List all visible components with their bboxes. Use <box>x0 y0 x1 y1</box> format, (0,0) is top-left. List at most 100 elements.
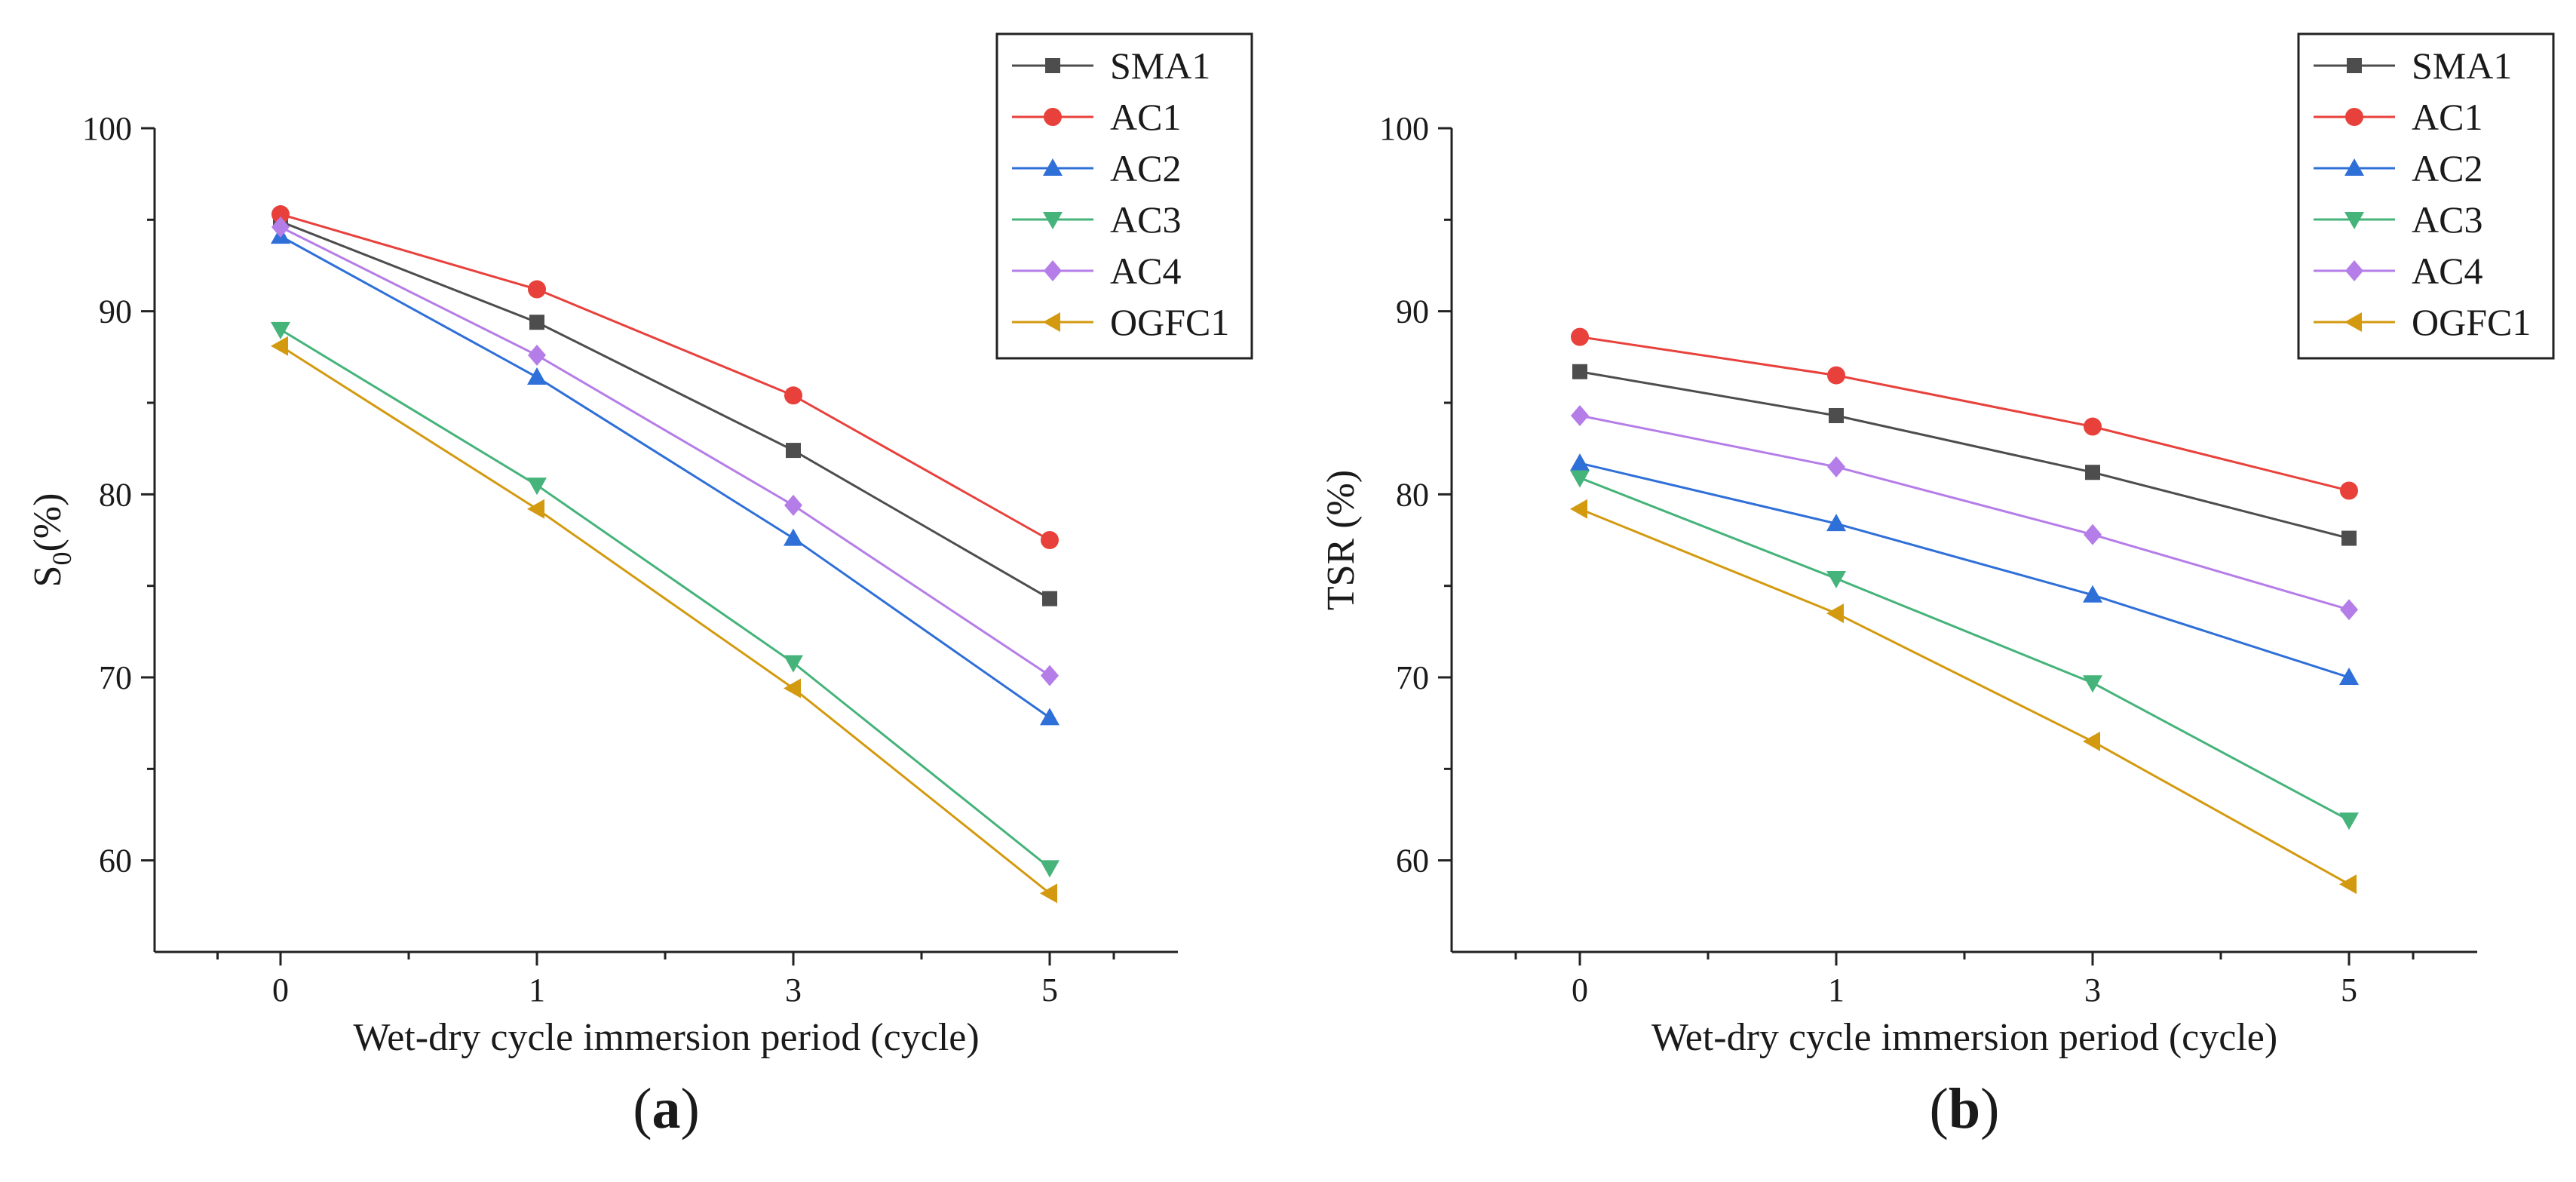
data-point-ogfc1 <box>2339 874 2357 895</box>
data-point-ac3 <box>1570 470 1590 488</box>
data-point-ac3 <box>2083 675 2102 693</box>
legend-marker-ac3 <box>2344 212 2364 229</box>
data-point-ac1 <box>528 280 546 299</box>
legend-label-ac4: AC4 <box>2412 250 2482 292</box>
series-line-ac2 <box>280 235 1050 719</box>
legend-marker-sma1 <box>1045 58 1060 73</box>
legend-label-ac3: AC3 <box>1110 198 1181 241</box>
data-point-ac1 <box>271 205 290 224</box>
series-line-ac4 <box>280 226 1050 677</box>
legend-label-ac3: AC3 <box>2412 198 2482 241</box>
chart-panel-b: 60 70 80 90 100 0 1 3 5 Wet-dry cycle immersion p… <box>1320 32 2555 1141</box>
data-point-ac4 <box>271 216 290 238</box>
data-point-ac2 <box>1040 708 1060 726</box>
data-point-ogfc1 <box>271 336 288 356</box>
legend-marker-ogfc1 <box>1043 312 1060 332</box>
data-point-ac3 <box>1826 570 1846 588</box>
data-point-ogfc1 <box>527 499 544 519</box>
x-tick-label: 3 <box>2084 972 2101 1009</box>
legend-marker-ogfc1 <box>2344 312 2362 332</box>
data-point-ac3 <box>527 477 547 496</box>
data-point-ac4 <box>1041 665 1059 686</box>
y-tick-label: 70 <box>1396 659 1429 696</box>
data-point-ac2 <box>1826 514 1846 532</box>
y-tick-label: 70 <box>99 659 132 696</box>
data-point-ac4 <box>2084 523 2102 545</box>
data-point-ac1 <box>784 386 802 405</box>
series-line-ac3 <box>280 328 1050 869</box>
legend-marker-ac1 <box>2345 108 2363 126</box>
x-axis-title: Wet-dry cycle immersion period (cycle) <box>1651 1016 2277 1059</box>
x-tick-label: 5 <box>1041 972 1058 1009</box>
y-tick-label: 90 <box>99 293 132 330</box>
y-axis-title: S0(%) <box>26 493 77 588</box>
data-point-ac4 <box>1827 456 1845 477</box>
series-line-ac3 <box>1579 477 2350 821</box>
y-tick-label: 60 <box>1396 843 1429 880</box>
legend-label-ac2: AC2 <box>2412 147 2482 189</box>
legend-box <box>2297 32 2555 360</box>
panel-label: (b) <box>1930 1077 2000 1141</box>
legend-marker-sma1 <box>2347 58 2362 73</box>
data-point-sma1 <box>1042 591 1057 606</box>
legend-label-ac2: AC2 <box>1110 147 1181 189</box>
y-axis-title: TSR (%) <box>1320 470 1363 610</box>
series-line-ac4 <box>1579 414 2350 611</box>
series-line-sma1 <box>1579 370 2350 540</box>
y-tick-label: 90 <box>1396 293 1429 330</box>
y-tick-label: 100 <box>82 110 132 147</box>
series-line-ac2 <box>1579 462 2350 679</box>
data-point-ac4 <box>2340 599 2358 621</box>
data-point-sma1 <box>529 315 544 330</box>
y-tick-label: 80 <box>1396 476 1429 513</box>
legend-marker-ac2 <box>1043 158 1063 176</box>
y-tick-label: 80 <box>99 476 132 513</box>
legend: SMA1 AC1 AC2 AC3 AC4 OGFC1 <box>2297 32 2555 360</box>
legend-label-ac1: AC1 <box>2412 96 2482 138</box>
legend-label-ogfc1: OGFC1 <box>1110 301 1229 343</box>
data-point-ac2 <box>1570 453 1590 471</box>
legend-label-ogfc1: OGFC1 <box>2412 301 2531 343</box>
legend-label-sma1: SMA1 <box>2412 45 2512 87</box>
y-tick-label: 100 <box>1379 110 1429 147</box>
legend-marker-ac2 <box>2344 158 2364 176</box>
x-tick-label: 3 <box>785 972 802 1009</box>
data-point-ac2 <box>784 528 803 546</box>
data-point-ac3 <box>271 321 290 339</box>
data-point-ogfc1 <box>1570 499 1587 519</box>
data-point-sma1 <box>2341 530 2357 546</box>
data-point-ac1 <box>1571 327 1589 346</box>
data-point-ac2 <box>2083 585 2102 603</box>
data-point-ac1 <box>2340 481 2358 500</box>
x-tick-label: 0 <box>272 972 289 1009</box>
data-point-sma1 <box>2085 465 2100 480</box>
legend-marker-ac4 <box>2345 260 2363 281</box>
data-point-ac4 <box>1571 404 1589 426</box>
data-point-ogfc1 <box>1040 883 1057 904</box>
data-point-sma1 <box>1829 407 1844 423</box>
data-point-sma1 <box>786 443 801 459</box>
chart-panel-a: 60 70 80 90 100 0 1 3 5 Wet-dry cycle immersion p… <box>26 32 1253 1141</box>
x-tick-label: 1 <box>1828 972 1845 1009</box>
data-point-ac2 <box>527 367 547 385</box>
data-point-ac3 <box>1040 860 1060 878</box>
series-line-ogfc1 <box>280 345 1050 895</box>
data-point-ac1 <box>2084 417 2102 436</box>
x-tick-label: 5 <box>2341 972 2357 1009</box>
data-point-ac4 <box>528 344 546 366</box>
legend-box <box>995 32 1253 360</box>
data-point-ac3 <box>784 655 803 673</box>
data-point-ac3 <box>2339 812 2359 830</box>
data-point-ac1 <box>1041 531 1059 549</box>
data-point-ac2 <box>2339 668 2359 685</box>
x-axis-title: Wet-dry cycle immersion period (cycle) <box>353 1016 979 1059</box>
y-tick-label: 60 <box>99 843 132 880</box>
panel-label: (a) <box>633 1077 700 1141</box>
x-tick-label: 1 <box>529 972 545 1009</box>
data-point-ac1 <box>1827 366 1845 385</box>
x-tick-label: 0 <box>1572 972 1588 1009</box>
legend: SMA1 AC1 AC2 AC3 AC4 OGFC1 <box>995 32 1253 360</box>
data-point-sma1 <box>1572 364 1587 379</box>
data-point-ogfc1 <box>784 678 801 698</box>
